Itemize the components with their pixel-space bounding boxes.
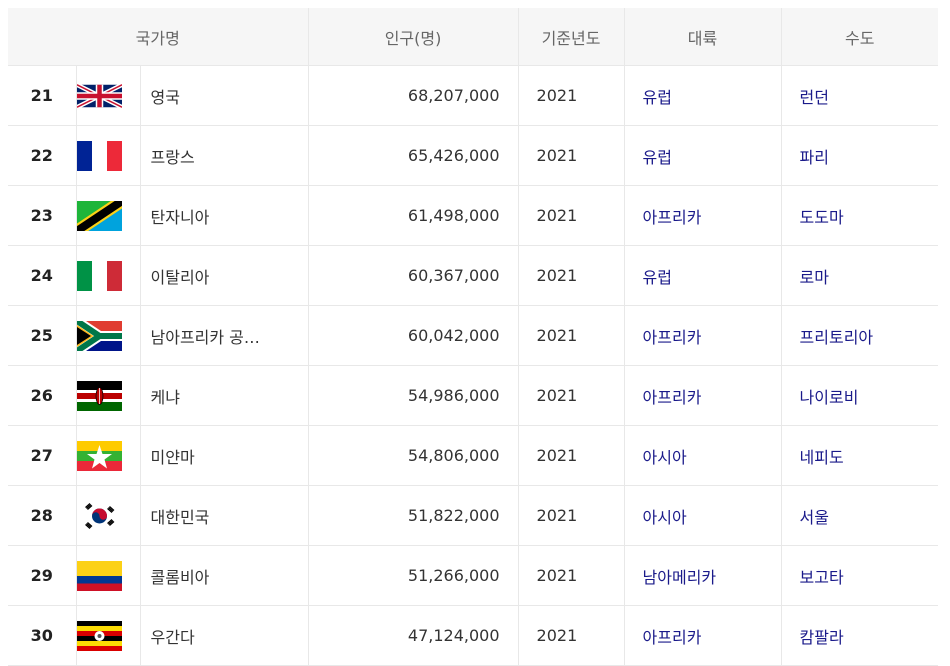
country-name[interactable]: 프랑스 bbox=[140, 125, 309, 186]
table-row[interactable]: 30 우간다 47,124,000 2021 아프리카 캄팔라 bbox=[8, 605, 939, 666]
year-cell: 2021 bbox=[518, 65, 625, 126]
country-name[interactable]: 우간다 bbox=[140, 605, 309, 666]
table-row[interactable]: 23 탄자니아 61,498,000 2021 아프리카 도도마 bbox=[8, 185, 939, 246]
italy-flag-icon[interactable] bbox=[76, 260, 122, 291]
rank-cell: 21 bbox=[8, 65, 77, 126]
capital-link[interactable]: 서울 bbox=[781, 485, 939, 546]
flag-cell bbox=[76, 305, 141, 366]
kenya-flag-icon[interactable] bbox=[76, 380, 122, 411]
year-cell: 2021 bbox=[518, 485, 625, 546]
table-header-row: 국가명 인구(명) 기준년도 대륙 수도 bbox=[8, 8, 939, 66]
continent-link[interactable]: 아시아 bbox=[624, 425, 782, 486]
flag-cell bbox=[76, 545, 141, 606]
table-body: 21 영국 68,207,000 2021 유럽 런던 22 프랑스 65,42… bbox=[8, 65, 939, 666]
population-cell: 61,498,000 bbox=[308, 185, 519, 246]
rank-cell: 26 bbox=[8, 365, 77, 426]
rank-cell: 28 bbox=[8, 485, 77, 546]
table-row[interactable]: 29 콜롬비아 51,266,000 2021 남아메리카 보고타 bbox=[8, 545, 939, 606]
rank-cell: 29 bbox=[8, 545, 77, 606]
korea-flag-icon[interactable] bbox=[76, 500, 122, 531]
table-row[interactable]: 28 대한민국 51,822,000 2021 아시아 서울 bbox=[8, 485, 939, 546]
flag-cell bbox=[76, 605, 141, 666]
tanzania-flag-icon[interactable] bbox=[77, 201, 122, 231]
capital-link[interactable]: 보고타 bbox=[781, 545, 939, 606]
continent-link[interactable]: 아프리카 bbox=[624, 305, 782, 366]
flag-cell bbox=[76, 65, 141, 126]
rank-cell: 23 bbox=[8, 185, 77, 246]
rank-cell: 24 bbox=[8, 245, 77, 306]
table-row[interactable]: 26 케냐 54,986,000 2021 아프리카 나이로비 bbox=[8, 365, 939, 426]
continent-link[interactable]: 유럽 bbox=[624, 65, 782, 126]
capital-link[interactable]: 로마 bbox=[781, 245, 939, 306]
capital-link[interactable]: 프리토리아 bbox=[781, 305, 939, 366]
rank-cell: 25 bbox=[8, 305, 77, 366]
table-row[interactable]: 27 미얀마 54,806,000 2021 아시아 네피도 bbox=[8, 425, 939, 486]
continent-link[interactable]: 남아메리카 bbox=[624, 545, 782, 606]
continent-link[interactable]: 유럽 bbox=[624, 125, 782, 186]
capital-link[interactable]: 런던 bbox=[781, 65, 939, 126]
header-year[interactable]: 기준년도 bbox=[518, 8, 625, 66]
population-cell: 60,367,000 bbox=[308, 245, 519, 306]
continent-link[interactable]: 아시아 bbox=[624, 485, 782, 546]
population-cell: 47,124,000 bbox=[308, 605, 519, 666]
flag-cell bbox=[76, 125, 141, 186]
flag-cell bbox=[76, 365, 141, 426]
header-continent[interactable]: 대륙 bbox=[624, 8, 782, 66]
flag-cell bbox=[76, 185, 141, 246]
continent-link[interactable]: 아프리카 bbox=[624, 365, 782, 426]
france-flag-icon[interactable] bbox=[76, 140, 122, 171]
myanmar-flag-icon[interactable] bbox=[76, 440, 122, 471]
uganda-flag-icon[interactable] bbox=[76, 620, 122, 651]
rank-cell: 22 bbox=[8, 125, 77, 186]
continent-link[interactable]: 유럽 bbox=[624, 245, 782, 306]
population-cell: 51,822,000 bbox=[308, 485, 519, 546]
country-name[interactable]: 영국 bbox=[140, 65, 309, 126]
year-cell: 2021 bbox=[518, 545, 625, 606]
capital-link[interactable]: 도도마 bbox=[781, 185, 939, 246]
flag-cell bbox=[76, 425, 141, 486]
country-name[interactable]: 탄자니아 bbox=[140, 185, 309, 246]
year-cell: 2021 bbox=[518, 365, 625, 426]
country-name[interactable]: 콜롬비아 bbox=[140, 545, 309, 606]
table-row[interactable]: 21 영국 68,207,000 2021 유럽 런던 bbox=[8, 65, 939, 126]
year-cell: 2021 bbox=[518, 185, 625, 246]
south-africa-flag-icon[interactable] bbox=[77, 321, 122, 351]
flag-cell bbox=[76, 245, 141, 306]
colombia-flag-icon[interactable] bbox=[76, 560, 122, 591]
rank-cell: 27 bbox=[8, 425, 77, 486]
capital-link[interactable]: 네피도 bbox=[781, 425, 939, 486]
population-table-container: 국가명 인구(명) 기준년도 대륙 수도 21 영국 68,207,000 20… bbox=[8, 8, 939, 666]
header-capital[interactable]: 수도 bbox=[781, 8, 939, 66]
country-name[interactable]: 남아프리카 공… bbox=[140, 305, 309, 366]
population-cell: 54,806,000 bbox=[308, 425, 519, 486]
population-cell: 51,266,000 bbox=[308, 545, 519, 606]
rank-cell: 30 bbox=[8, 605, 77, 666]
year-cell: 2021 bbox=[518, 605, 625, 666]
population-cell: 65,426,000 bbox=[308, 125, 519, 186]
table-row[interactable]: 25 남아프리카 공… 60,042,000 2021 아프리카 프리토리아 bbox=[8, 305, 939, 366]
continent-link[interactable]: 아프리카 bbox=[624, 605, 782, 666]
year-cell: 2021 bbox=[518, 125, 625, 186]
table-row[interactable]: 22 프랑스 65,426,000 2021 유럽 파리 bbox=[8, 125, 939, 186]
country-name[interactable]: 이탈리아 bbox=[140, 245, 309, 306]
year-cell: 2021 bbox=[518, 245, 625, 306]
population-table: 국가명 인구(명) 기준년도 대륙 수도 21 영국 68,207,000 20… bbox=[8, 8, 939, 666]
country-name[interactable]: 미얀마 bbox=[140, 425, 309, 486]
population-cell: 60,042,000 bbox=[308, 305, 519, 366]
capital-link[interactable]: 나이로비 bbox=[781, 365, 939, 426]
uk-flag-icon[interactable] bbox=[77, 81, 122, 111]
population-cell: 68,207,000 bbox=[308, 65, 519, 126]
continent-link[interactable]: 아프리카 bbox=[624, 185, 782, 246]
country-name[interactable]: 대한민국 bbox=[140, 485, 309, 546]
table-row[interactable]: 24 이탈리아 60,367,000 2021 유럽 로마 bbox=[8, 245, 939, 306]
year-cell: 2021 bbox=[518, 425, 625, 486]
header-country[interactable]: 국가명 bbox=[8, 8, 309, 66]
capital-link[interactable]: 파리 bbox=[781, 125, 939, 186]
country-name[interactable]: 케냐 bbox=[140, 365, 309, 426]
population-cell: 54,986,000 bbox=[308, 365, 519, 426]
flag-cell bbox=[76, 485, 141, 546]
capital-link[interactable]: 캄팔라 bbox=[781, 605, 939, 666]
year-cell: 2021 bbox=[518, 305, 625, 366]
header-population[interactable]: 인구(명) bbox=[308, 8, 519, 66]
